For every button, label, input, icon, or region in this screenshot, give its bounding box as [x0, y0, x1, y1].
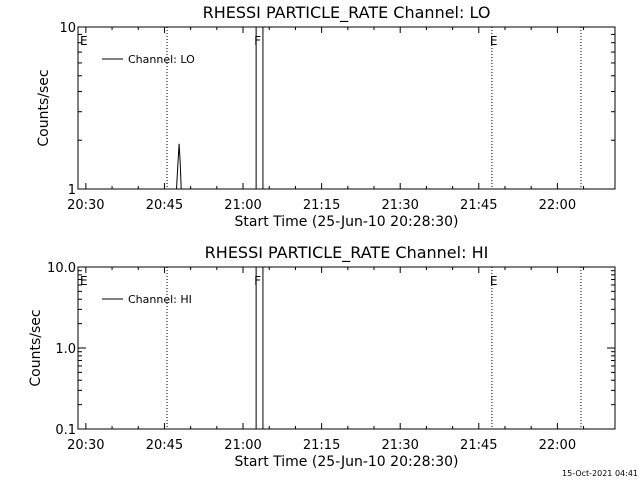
legend-entry: Channel: HI — [128, 293, 192, 306]
plot-frame — [77, 26, 616, 190]
x-tick-label: 21:30 — [381, 438, 418, 453]
x-tick-label: 20:45 — [146, 198, 183, 213]
x-tick-label: 22:00 — [539, 438, 576, 453]
footer-timestamp: 15-Oct-2021 04:41 — [562, 469, 638, 478]
y-tick-label: 1 — [68, 183, 76, 198]
x-tick-label: 21:45 — [460, 198, 497, 213]
x-tick-label: 20:30 — [67, 438, 104, 453]
flag-label: E — [490, 34, 498, 48]
x-tick-label: 21:15 — [303, 198, 340, 213]
y-axis-label: Counts/sec — [36, 69, 52, 146]
flag-label: E — [490, 274, 498, 288]
flag-label: F — [254, 34, 261, 48]
chart-title: RHESSI PARTICLE_RATE Channel: LO — [203, 3, 491, 23]
x-axis-label: Start Time (25-Jun-10 20:28:30) — [235, 214, 459, 230]
y-tick-label: 1.0 — [55, 342, 76, 357]
flag-label: F — [254, 274, 261, 288]
series-line — [176, 143, 182, 190]
y-tick-label: 10 — [59, 21, 76, 36]
y-axis-label: Counts/sec — [28, 309, 44, 386]
x-axis-label: Start Time (25-Jun-10 20:28:30) — [235, 454, 459, 470]
legend-entry: Channel: LO — [128, 53, 195, 66]
x-tick-label: 21:30 — [381, 198, 418, 213]
x-tick-label: 21:00 — [224, 198, 261, 213]
y-tick-label: 0.1 — [55, 423, 76, 438]
flag-label: E — [80, 274, 88, 288]
x-tick-label: 22:00 — [539, 198, 576, 213]
flag-label: E — [80, 34, 88, 48]
x-tick-label: 21:45 — [460, 438, 497, 453]
x-tick-label: 20:30 — [67, 198, 104, 213]
panel-hi-channel: RHESSI PARTICLE_RATE Channel: HI Start Ti… — [28, 243, 616, 470]
x-tick-label: 21:15 — [303, 438, 340, 453]
x-tick-label: 21:00 — [224, 438, 261, 453]
panel-lo-channel: RHESSI PARTICLE_RATE Channel: LO Start Ti… — [36, 3, 616, 230]
x-tick-label: 20:45 — [146, 438, 183, 453]
chart-title: RHESSI PARTICLE_RATE Channel: HI — [205, 243, 489, 263]
y-tick-label: 10.0 — [47, 261, 76, 276]
